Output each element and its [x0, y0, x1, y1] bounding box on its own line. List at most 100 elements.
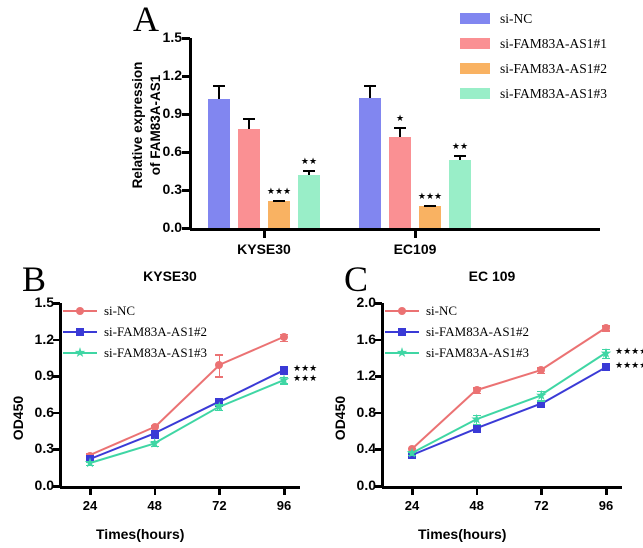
C-plot-y-tick-label[interactable]: 1.2: [356, 367, 376, 384]
legend-item-si-3[interactable]: si-FAM83A-AS1#3: [385, 342, 529, 363]
panel-a-y-tick-label[interactable]: 0.3: [162, 181, 182, 197]
panel-a-bar-ec109-series0[interactable]: [359, 97, 381, 228]
B-plot-y-tick-label[interactable]: 1.2: [34, 330, 54, 347]
B-plot-data-point-star[interactable]: [278, 374, 290, 385]
B-plot-significance-marker[interactable]: ★★★: [293, 364, 318, 375]
panel-a-error-bar[interactable]: [308, 170, 310, 175]
B-plot-line-segment[interactable]: [153, 364, 221, 429]
B-plot-y-tick-label[interactable]: 0.0: [34, 477, 54, 493]
C-plot-data-point-star[interactable]: [536, 389, 547, 400]
C-plot-data-point-square[interactable]: [602, 363, 610, 372]
B-plot-line-segment[interactable]: [218, 369, 285, 403]
B-plot-data-point-square[interactable]: [280, 366, 288, 375]
C-plot-x-tick[interactable]: [411, 488, 414, 495]
B-plot-y-tick-label[interactable]: 0.9: [34, 367, 54, 384]
panel-a-y-tick-label[interactable]: 0.6: [162, 143, 182, 159]
panel-a-x-tick[interactable]: [414, 230, 417, 238]
panel-a-error-cap[interactable]: [364, 84, 376, 87]
C-plot-error-cap[interactable]: [602, 357, 610, 360]
B-plot-line-segment[interactable]: [218, 378, 285, 408]
C-plot-significance-marker[interactable]: ★★★★: [615, 361, 643, 372]
panel-a-error-bar[interactable]: [399, 126, 401, 137]
C-plot-y-tick[interactable]: [375, 448, 382, 451]
panel-a-bar-kyse30-series2[interactable]: [268, 201, 290, 228]
B-plot-data-point-star[interactable]: [214, 401, 225, 412]
panel-a-error-cap[interactable]: [303, 170, 315, 173]
B-plot-x-tick[interactable]: [153, 488, 157, 495]
B-plot-line-segment[interactable]: [154, 405, 220, 445]
panel-a-error-cap[interactable]: [213, 84, 225, 87]
panel-a-y-tick[interactable]: [182, 151, 190, 154]
panel-a-significance-marker[interactable]: ★: [395, 113, 405, 124]
panel-a-significance-marker[interactable]: ★★★: [266, 186, 292, 197]
B-plot-data-point-star[interactable]: [149, 437, 160, 448]
C-plot-x-tick-label[interactable]: 72: [534, 498, 549, 513]
B-plot-y-tick[interactable]: [53, 485, 60, 488]
B-plot-y-tick-label[interactable]: 0.6: [34, 403, 54, 420]
legend-item-si-3[interactable]: si-FAM83A-AS1#3: [63, 342, 207, 363]
C-plot-y-tick[interactable]: [375, 375, 382, 378]
panel-a-y-tick-label[interactable]: 0.9: [162, 105, 182, 121]
panel-a-y-tick[interactable]: [182, 75, 190, 78]
panel-a-error-cap[interactable]: [424, 204, 436, 207]
panel-a-error-bar[interactable]: [248, 117, 250, 130]
B-plot-data-point-circle[interactable]: [280, 333, 288, 342]
C-plot-x-tick[interactable]: [605, 488, 608, 495]
B-plot-error-cap[interactable]: [280, 340, 288, 343]
B-plot-error-cap[interactable]: [280, 382, 288, 385]
C-plot-y-tick-label[interactable]: 0.8: [356, 403, 376, 420]
panel-a-y-axis[interactable]: [189, 38, 192, 230]
C-plot-x-tick-label[interactable]: 96: [598, 498, 614, 513]
B-plot-x-tick-label[interactable]: 72: [212, 498, 227, 513]
B-plot-line-segment[interactable]: [218, 336, 285, 367]
C-plot-data-point-square[interactable]: [472, 424, 481, 433]
C-plot-data-point-star[interactable]: [471, 413, 482, 424]
panel-a-bar-kyse30-series3[interactable]: [298, 174, 320, 228]
C-plot-y-tick[interactable]: [375, 485, 382, 488]
B-plot-error-cap[interactable]: [215, 409, 224, 412]
panel-a-error-cap[interactable]: [243, 117, 255, 120]
panel-a-error-cap[interactable]: [273, 199, 285, 202]
legend-item-si-2[interactable]: si-FAM83A-AS1#2: [63, 321, 207, 342]
C-plot-x-tick-label[interactable]: 48: [469, 498, 484, 513]
B-plot-y-tick[interactable]: [53, 302, 60, 305]
B-plot-x-tick-label[interactable]: 96: [276, 498, 292, 513]
C-plot-error-cap[interactable]: [472, 423, 481, 426]
panel-a-x-axis[interactable]: [190, 228, 600, 231]
panel-a-x-tick[interactable]: [263, 230, 266, 238]
panel-a-significance-marker[interactable]: ★★: [300, 157, 318, 168]
B-plot-error-cap[interactable]: [86, 464, 94, 467]
B-plot-data-point-circle[interactable]: [150, 423, 159, 432]
B-plot-x-axis[interactable]: [60, 486, 300, 489]
C-plot-x-axis[interactable]: [382, 486, 622, 489]
C-plot-significance-marker[interactable]: ★★★★: [615, 347, 643, 358]
C-plot-line-segment[interactable]: [411, 418, 478, 455]
B-plot-y-tick[interactable]: [53, 448, 60, 451]
legend-item-si-2[interactable]: si-FAM83A-AS1#2: [385, 321, 529, 342]
C-plot-data-point-star[interactable]: [406, 447, 418, 458]
C-plot-y-tick-label[interactable]: 0.4: [356, 440, 376, 457]
B-plot-x-tick[interactable]: [89, 488, 92, 495]
B-plot-y-tick-label[interactable]: 0.3: [34, 440, 54, 457]
C-plot-line-segment[interactable]: [476, 368, 542, 391]
B-plot-y-tick[interactable]: [53, 411, 60, 415]
panel-a-bar-kyse30-series0[interactable]: [208, 98, 230, 228]
C-plot-data-point-circle[interactable]: [472, 385, 481, 394]
B-plot-x-tick-label[interactable]: 24: [82, 498, 98, 513]
panel-a-bar-ec109-series3[interactable]: [449, 159, 471, 228]
legend-item-si-1[interactable]: si-FAM83A-AS1#1: [460, 31, 607, 56]
panel-a-y-tick[interactable]: [182, 37, 190, 40]
legend-item-si-nc[interactable]: si-NC: [63, 300, 207, 321]
legend-item-si-2[interactable]: si-FAM83A-AS1#2: [460, 56, 607, 81]
panel-a-error-cap[interactable]: [394, 126, 406, 129]
C-plot-data-point-circle[interactable]: [537, 365, 546, 374]
panel-a-significance-marker[interactable]: ★★★: [417, 191, 443, 202]
C-plot-line-segment[interactable]: [540, 326, 607, 371]
B-plot-significance-marker[interactable]: ★★★: [293, 373, 318, 384]
C-plot-data-point-square[interactable]: [537, 399, 546, 408]
C-plot-y-tick-label[interactable]: 1.6: [356, 330, 376, 347]
panel-a-x-tick-label-kyse30[interactable]: KYSE30: [237, 241, 291, 257]
panel-a-y-tick-label[interactable]: 0.0: [162, 219, 182, 235]
B-plot-error-cap[interactable]: [215, 376, 224, 378]
C-plot-y-axis[interactable]: [381, 303, 384, 488]
